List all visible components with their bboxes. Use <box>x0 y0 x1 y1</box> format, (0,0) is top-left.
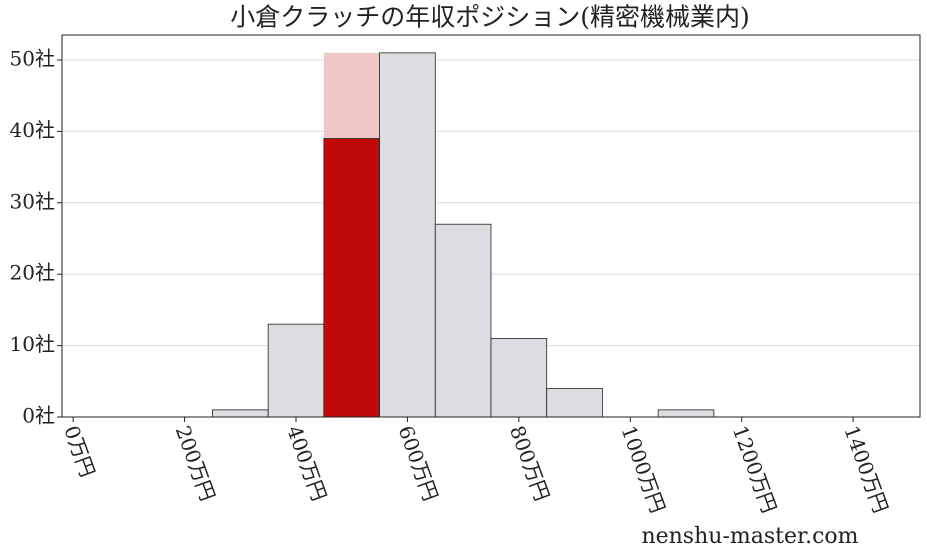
bar <box>212 409 269 418</box>
chart-title: 小倉クラッチの年収ポジション(精密機械業内) <box>230 3 750 32</box>
watermark: nenshu-master.com <box>641 524 858 549</box>
bar <box>546 388 603 418</box>
y-tick-label: 0社 <box>22 404 55 428</box>
x-tick-label: 800万円 <box>505 422 554 504</box>
bar <box>657 409 715 418</box>
y-tick-label: 30社 <box>10 189 55 213</box>
y-tick-label: 20社 <box>10 261 55 285</box>
x-tick-label: 600万円 <box>394 422 443 504</box>
bar <box>434 223 492 418</box>
x-tick-label: 200万円 <box>171 422 220 504</box>
x-tick-label: 1200万円 <box>728 422 782 516</box>
y-tick-label: 10社 <box>10 332 55 356</box>
bar <box>379 52 436 418</box>
x-tick-label: 400万円 <box>282 422 331 504</box>
y-tick-label: 40社 <box>10 118 55 142</box>
x-tick-label: 1400万円 <box>839 422 893 516</box>
x-tick-label: 0万円 <box>59 422 100 480</box>
y-tick-label: 50社 <box>10 46 55 70</box>
bar <box>490 338 548 418</box>
plot-frame <box>61 34 921 418</box>
bar <box>267 323 325 418</box>
highlight-bar <box>323 138 380 418</box>
x-tick-label: 1000万円 <box>616 422 670 516</box>
